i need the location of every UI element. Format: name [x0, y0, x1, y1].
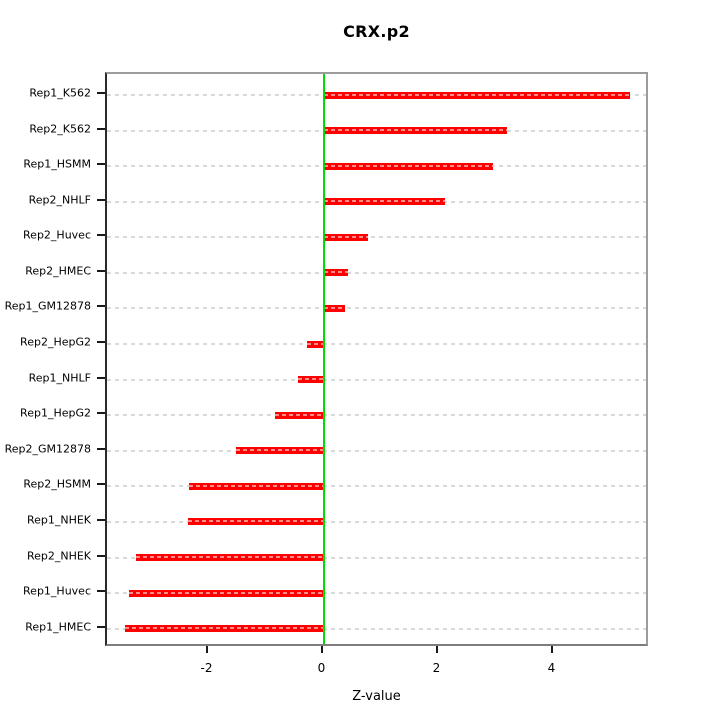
bar-dash-pattern	[323, 235, 368, 238]
bar	[323, 269, 348, 277]
y-tick-mark	[97, 518, 105, 521]
y-tick-label: Rep2_GM12878	[4, 442, 91, 456]
bar	[297, 376, 324, 384]
bar	[129, 589, 324, 597]
bar-dash-pattern	[187, 520, 324, 523]
y-tick-label: Rep2_NHEK	[26, 549, 91, 563]
gridline	[107, 378, 646, 381]
y-tick-mark	[97, 92, 105, 94]
bar-dash-pattern	[136, 556, 324, 559]
y-tick-label: Rep2_HepG2	[20, 335, 91, 349]
y-tick-mark	[97, 447, 105, 450]
bar-dash-pattern	[323, 93, 630, 96]
gridline	[107, 485, 646, 488]
bar-dash-pattern	[235, 449, 324, 452]
y-tick-mark	[97, 625, 105, 628]
y-tick-label: Rep2_K562	[29, 122, 91, 136]
bar-dash-pattern	[306, 342, 324, 345]
gridline	[107, 592, 646, 595]
bar-dash-pattern	[323, 129, 507, 132]
y-tick-mark	[97, 305, 105, 308]
zero-line	[322, 74, 325, 644]
x-tick-mark	[320, 646, 323, 653]
y-tick-mark	[97, 483, 105, 486]
gridline	[107, 520, 646, 523]
x-axis-label: Z-value	[352, 689, 401, 704]
y-tick-label: Rep2_NHLF	[28, 193, 91, 207]
bar	[306, 340, 324, 348]
bar	[274, 411, 324, 419]
gridline	[107, 343, 646, 346]
bar-dash-pattern	[323, 306, 345, 309]
y-tick-label: Rep1_HMEC	[25, 620, 91, 634]
y-tick-label: Rep1_K562	[29, 86, 91, 100]
bar	[323, 91, 630, 99]
y-tick-label: Rep1_GM12878	[4, 299, 91, 313]
gridline	[107, 271, 646, 274]
bar	[323, 162, 494, 170]
bar	[125, 625, 324, 633]
x-tick-label: 4	[547, 661, 556, 675]
bar-dash-pattern	[323, 271, 348, 274]
y-tick-mark	[97, 554, 105, 557]
x-tick-mark	[550, 646, 553, 653]
bar-dash-pattern	[297, 378, 324, 381]
bar-dash-pattern	[188, 484, 324, 487]
y-tick-mark	[97, 412, 105, 415]
y-tick-mark	[97, 198, 105, 201]
y-tick-label: Rep1_NHLF	[28, 371, 91, 385]
bar-dash-pattern	[125, 627, 324, 630]
y-tick-mark	[97, 590, 105, 593]
gridline	[107, 449, 646, 452]
x-tick-label: -2	[200, 661, 213, 675]
bar	[323, 198, 445, 206]
y-tick-label: Rep2_HSMM	[23, 477, 91, 491]
bar	[187, 518, 324, 526]
bar-dash-pattern	[323, 164, 494, 167]
x-tick-label: 0	[317, 661, 326, 675]
y-tick-mark	[97, 341, 105, 344]
x-tick-mark	[435, 646, 438, 653]
y-tick-label: Rep2_Huvec	[23, 228, 91, 242]
y-tick-label: Rep1_NHEK	[26, 513, 91, 527]
gridline	[107, 627, 646, 630]
bar-dash-pattern	[129, 591, 324, 594]
x-tick-label: 2	[432, 661, 441, 675]
y-tick-mark	[97, 269, 105, 272]
y-tick-label: Rep2_HMEC	[25, 264, 91, 278]
y-tick-label: Rep1_HSMM	[23, 157, 91, 171]
gridline	[107, 414, 646, 417]
bar	[323, 304, 345, 312]
bar	[235, 447, 324, 455]
y-tick-mark	[97, 234, 105, 237]
chart-title: CRX.p2	[343, 22, 410, 41]
y-tick-label: Rep1_HepG2	[20, 406, 91, 420]
bar	[323, 127, 507, 135]
bar	[188, 482, 324, 490]
x-tick-mark	[205, 646, 208, 653]
plot-area	[105, 72, 648, 646]
gridline	[107, 556, 646, 559]
gridline	[107, 307, 646, 310]
y-tick-mark	[97, 376, 105, 379]
y-tick-mark	[97, 127, 105, 130]
bar	[136, 554, 324, 562]
bar	[323, 233, 368, 241]
gridline	[107, 236, 646, 239]
bar-dash-pattern	[323, 200, 445, 203]
bar-dash-pattern	[274, 413, 324, 416]
y-tick-mark	[97, 163, 105, 166]
y-tick-label: Rep1_Huvec	[23, 584, 91, 598]
